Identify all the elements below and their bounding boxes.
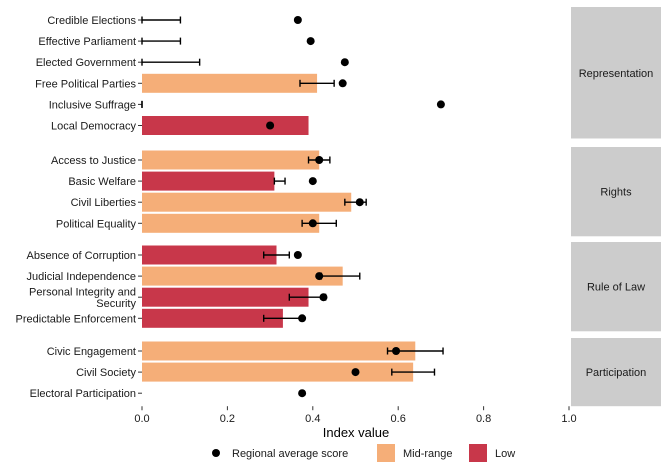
bar — [142, 171, 275, 191]
error-bar — [391, 368, 436, 376]
average-point — [315, 156, 324, 164]
average-point — [306, 37, 315, 46]
panel-3: Participation Civic Engagement Civil Socie… — [30, 338, 661, 407]
category-label: Civil Society — [76, 367, 136, 379]
category-label: Basic Welfare — [68, 176, 136, 188]
category-label: Predictable Enforcement — [16, 313, 136, 325]
x-axis: 0.0 0.2 0.4 0.6 0.8 1.0 — [134, 406, 577, 425]
category-label: Credible Elections — [47, 15, 136, 27]
panels-layer: Representation Credible Elections Effectiv… — [16, 7, 661, 407]
panel-0: Representation Credible Elections Effectiv… — [35, 7, 661, 139]
bar — [142, 213, 320, 233]
average-point — [298, 314, 307, 323]
category-label: Effective Parliament — [38, 36, 136, 48]
average-point — [308, 219, 317, 228]
error-bar — [273, 177, 286, 185]
x-axis-title: Index value — [323, 425, 390, 440]
facet-strip — [571, 147, 661, 237]
category-label: Civil Liberties — [71, 197, 137, 209]
average-point — [436, 100, 445, 109]
average-point — [308, 177, 317, 186]
panel-1: Rights Access to Justice Basic Welfare Civi… — [51, 147, 661, 237]
legend-item-low: Low — [469, 444, 515, 462]
average-point — [340, 58, 349, 67]
error-bar — [301, 219, 337, 227]
legend-label: Regional average score — [232, 448, 348, 460]
x-tick-label: 0.6 — [391, 413, 406, 425]
category-label: Civic Engagement — [47, 346, 136, 358]
error-bar — [262, 251, 291, 259]
error-bar — [141, 58, 201, 66]
error-bar — [299, 79, 335, 87]
x-tick-label: 0.8 — [476, 413, 491, 425]
legend-item-point: Regional average score — [212, 448, 348, 460]
category-label: Personal Integrity and Security — [29, 286, 137, 310]
facet-strip-label: Representation — [579, 68, 654, 80]
legend-item-mid-range: Mid-range — [377, 444, 453, 462]
x-tick-label: 0.2 — [220, 413, 235, 425]
facet-strip-label: Participation — [586, 367, 647, 379]
bar — [142, 266, 343, 286]
facet-strip-label: Rule of Law — [587, 282, 645, 294]
legend-swatch — [377, 444, 395, 462]
category-label: Free Political Parties — [35, 78, 136, 90]
facet-strip — [571, 7, 661, 139]
category-label: Inclusive Suffrage — [49, 99, 136, 111]
bar — [142, 192, 352, 212]
category-label: Absence of Corruption — [27, 250, 136, 262]
average-point — [298, 389, 307, 398]
bar — [142, 308, 283, 328]
category-label: Access to Justice — [51, 155, 136, 167]
category-label: Elected Government — [36, 57, 136, 69]
legend: Regional average score Mid-range Low — [212, 444, 515, 462]
average-point — [351, 368, 360, 377]
error-bar — [141, 37, 182, 45]
average-point — [293, 251, 302, 259]
average-point — [293, 16, 302, 24]
facet-strip — [571, 338, 661, 407]
average-point — [355, 198, 364, 207]
x-tick-label: 0.4 — [305, 413, 320, 425]
bar — [142, 362, 414, 382]
bar — [142, 287, 309, 307]
category-label: Political Equality — [56, 218, 137, 230]
bar — [142, 150, 320, 170]
bar — [142, 245, 277, 265]
bar — [142, 73, 318, 93]
average-point — [392, 347, 401, 355]
x-tick-label: 1.0 — [561, 413, 576, 425]
facet-strip-label: Rights — [600, 187, 632, 199]
error-bar — [141, 16, 182, 24]
average-point — [319, 293, 328, 302]
bar — [142, 341, 416, 361]
average-point — [266, 121, 275, 130]
category-label: Judicial Independence — [27, 271, 136, 283]
average-point — [338, 79, 347, 88]
legend-label: Low — [495, 448, 515, 460]
bar — [142, 116, 309, 135]
x-tick-label: 0.0 — [134, 413, 149, 425]
legend-swatch — [469, 444, 487, 462]
average-point — [315, 272, 324, 281]
facet-strip — [571, 242, 661, 332]
category-label: Local Democracy — [51, 121, 136, 133]
legend-point-key — [212, 449, 220, 457]
category-label: Electoral Participation — [30, 388, 136, 400]
panel-2: Rule of Law Absence of Corruption Judicial… — [16, 242, 661, 332]
legend-label: Mid-range — [403, 448, 453, 460]
